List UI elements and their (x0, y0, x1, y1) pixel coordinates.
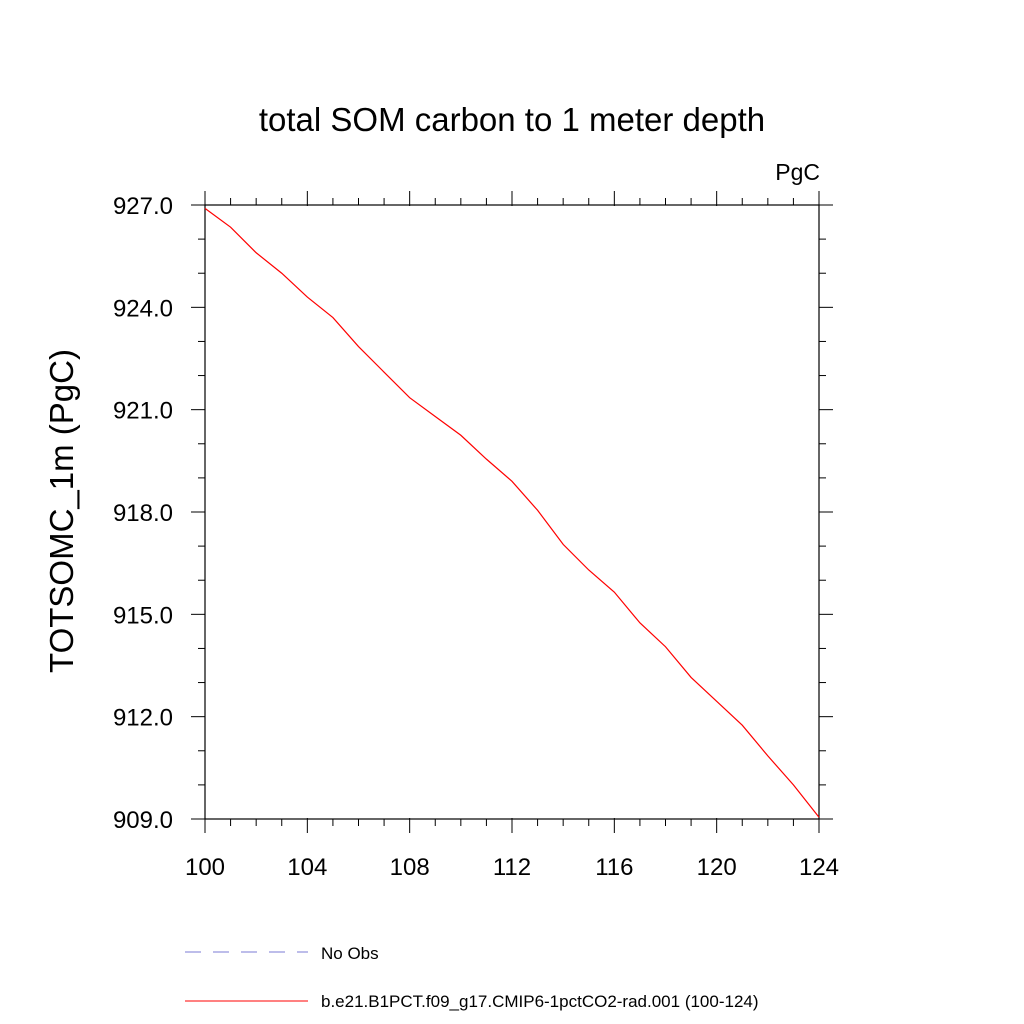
x-tick-label: 100 (185, 854, 225, 881)
y-tick-label: 915.0 (113, 602, 173, 629)
x-tick-label: 120 (697, 854, 737, 881)
x-tick-label: 112 (493, 854, 531, 881)
y-axis-title: TOTSOMC_1m (PgC) (43, 349, 80, 673)
series-line-1 (204, 207, 820, 818)
y-tick-label: 921.0 (113, 398, 173, 425)
y-tick-label: 912.0 (113, 705, 173, 732)
units-label: PgC (775, 159, 820, 185)
series-layer (204, 207, 820, 818)
legend-label-no-obs: No Obs (321, 944, 379, 963)
legend-label-model-run: b.e21.B1PCT.f09_g17.CMIP6-1pctCO2-rad.00… (321, 992, 759, 1011)
y-tick-label: 918.0 (113, 500, 173, 527)
chart-title: total SOM carbon to 1 meter depth (259, 101, 765, 138)
y-tick-label: 909.0 (113, 807, 173, 834)
x-tick-label: 116 (595, 854, 633, 881)
plot-frame (204, 204, 820, 820)
y-tick-label: 927.0 (113, 193, 173, 220)
axis-ticks (191, 191, 833, 833)
x-tick-label: 108 (390, 854, 430, 881)
axis-tick-labels: 100 104 108 112 116 120 124 909.0 912.0 915.0 918.… (113, 193, 839, 881)
x-tick-label: 124 (799, 854, 839, 881)
x-tick-label: 104 (287, 854, 327, 881)
y-tick-label: 924.0 (113, 295, 173, 322)
legend: No Obs b.e21.B1PCT.f09_g17.CMIP6-1pctCO2… (185, 944, 759, 1011)
